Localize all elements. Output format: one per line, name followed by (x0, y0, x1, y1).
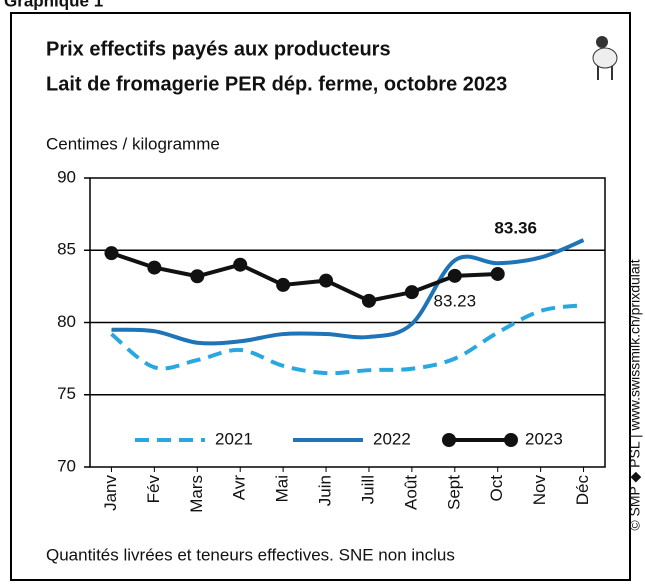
marker (233, 257, 248, 272)
y-axis-label: Centimes / kilogramme (46, 134, 220, 153)
marker (190, 269, 205, 284)
legend-label: 2022 (373, 429, 411, 448)
value-label: 83.36 (494, 218, 537, 237)
header: Graphique 1 (4, 0, 103, 10)
chart-title: Prix effectifs payés aux producteurs (46, 38, 391, 60)
x-tick-label: Sept (444, 475, 463, 510)
y-tick-label: 70 (57, 456, 76, 475)
x-tick-label: Juin (316, 475, 335, 506)
x-tick-label: Déc (573, 475, 592, 506)
marker (104, 246, 119, 261)
x-tick-label: Janv (101, 475, 120, 511)
plot-frame (89, 177, 606, 468)
legend-label: 2021 (215, 429, 253, 448)
source: © SMP ◆ PSL | www.swissmilk.ch/prixdulai… (627, 259, 643, 530)
footer: Quantités livrées et teneurs effectives.… (46, 545, 455, 564)
value-label: 83.23 (434, 291, 477, 310)
legend-label: 2023 (525, 429, 563, 448)
x-tick-label: Mai (273, 475, 292, 502)
legend-marker (504, 433, 518, 447)
x-tick-label: Oct (487, 475, 506, 502)
x-tick-label: Avr (230, 475, 249, 501)
chart-subtitle: Lait de fromagerie PER dép. ferme, octob… (46, 73, 507, 95)
marker (361, 293, 376, 308)
y-tick-label: 80 (57, 312, 76, 331)
line-2023 (110, 251, 498, 303)
x-tick-label: Mars (187, 475, 206, 513)
y-tick-label: 75 (57, 384, 76, 403)
y-tick-label: 85 (57, 240, 76, 259)
x-tick-label: Fév (144, 475, 163, 504)
marker (447, 268, 462, 283)
line-2021 (110, 303, 584, 376)
line-2022 (111, 238, 585, 346)
marker (319, 273, 334, 288)
legend-marker (442, 433, 456, 447)
x-tick-label: Nov (530, 475, 549, 506)
x-tick-label: Juill (358, 475, 377, 504)
frame (10, 12, 631, 581)
y-tick-label: 90 (57, 167, 76, 186)
x-tick-label: Août (401, 475, 420, 510)
marker (490, 266, 505, 281)
marker (276, 277, 291, 292)
marker (404, 285, 419, 300)
cow-icon (592, 36, 618, 80)
marker (147, 260, 162, 275)
